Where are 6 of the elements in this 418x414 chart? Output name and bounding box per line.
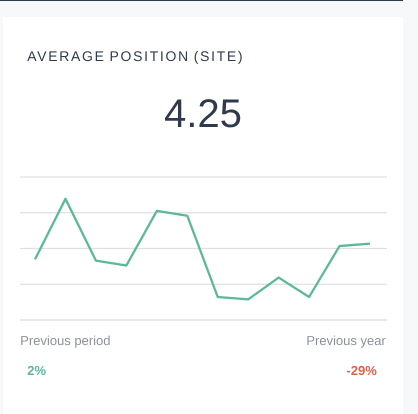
text: -29% [346,366,376,376]
chart-subtitle: 4.25 [164,99,240,128]
chart-title: AVERAGE POSITION (SITE) [27,50,242,64]
text: Previous year [307,336,386,348]
text: Previous period [21,336,110,348]
text: 2% [28,366,46,376]
